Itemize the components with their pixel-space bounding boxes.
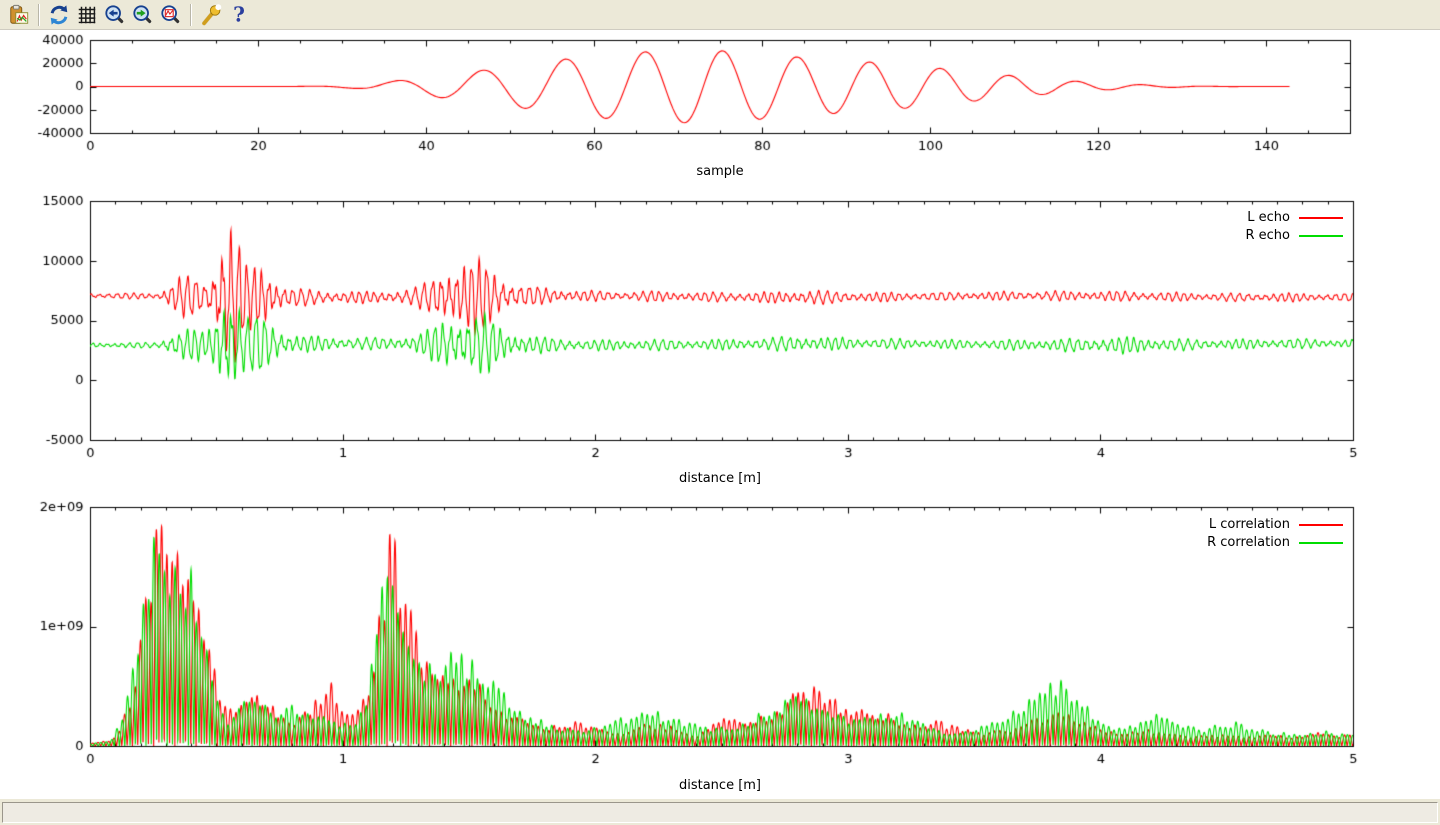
previous-zoom-icon	[105, 4, 124, 23]
legend-correlation: L correlation R correlation	[1172, 516, 1343, 552]
grid-button[interactable]	[74, 2, 100, 28]
next-zoom-icon	[133, 4, 152, 23]
plot-area	[0, 31, 1440, 798]
legend-line-sample	[1299, 524, 1343, 526]
copy-plot-to-clipboard-icon	[10, 4, 29, 24]
legend-echo: L echo R echo	[1172, 209, 1343, 245]
legend-entry-l-echo: L echo	[1172, 209, 1343, 227]
toolbar-separator	[190, 3, 192, 26]
plot-canvas[interactable]	[0, 31, 1440, 798]
configure-icon	[201, 3, 222, 25]
replot-icon	[50, 4, 68, 25]
toggle-grid-icon	[78, 6, 96, 23]
statusbar	[0, 798, 1440, 825]
legend-line-sample	[1299, 542, 1343, 544]
xlabel-distance-echo: distance [m]	[678, 471, 762, 486]
help-icon: ?	[233, 4, 245, 26]
help-button[interactable]: ?	[226, 2, 252, 28]
legend-entry-r-correlation: R correlation	[1172, 534, 1343, 552]
xlabel-sample: sample	[696, 164, 744, 179]
replot-button[interactable]	[46, 2, 72, 28]
autoscale-icon	[161, 4, 180, 23]
toolbar-separator	[38, 3, 40, 26]
toolbar: ?	[0, 0, 1440, 30]
status-message	[2, 802, 1438, 823]
legend-label: L echo	[1247, 210, 1290, 225]
legend-label: R correlation	[1207, 535, 1290, 550]
legend-label: R echo	[1245, 228, 1290, 243]
autoscale-button[interactable]	[158, 2, 184, 28]
next-zoom-button[interactable]	[130, 2, 156, 28]
copy-to-clipboard-button[interactable]	[6, 2, 32, 28]
legend-line-sample	[1299, 235, 1343, 237]
configure-button[interactable]	[198, 2, 224, 28]
legend-line-sample	[1299, 217, 1343, 219]
legend-entry-r-echo: R echo	[1172, 227, 1343, 245]
svg-text:?: ?	[233, 4, 245, 26]
xlabel-distance-correlation: distance [m]	[678, 778, 762, 793]
previous-zoom-button[interactable]	[102, 2, 128, 28]
legend-entry-l-correlation: L correlation	[1172, 516, 1343, 534]
legend-label: L correlation	[1208, 517, 1290, 532]
